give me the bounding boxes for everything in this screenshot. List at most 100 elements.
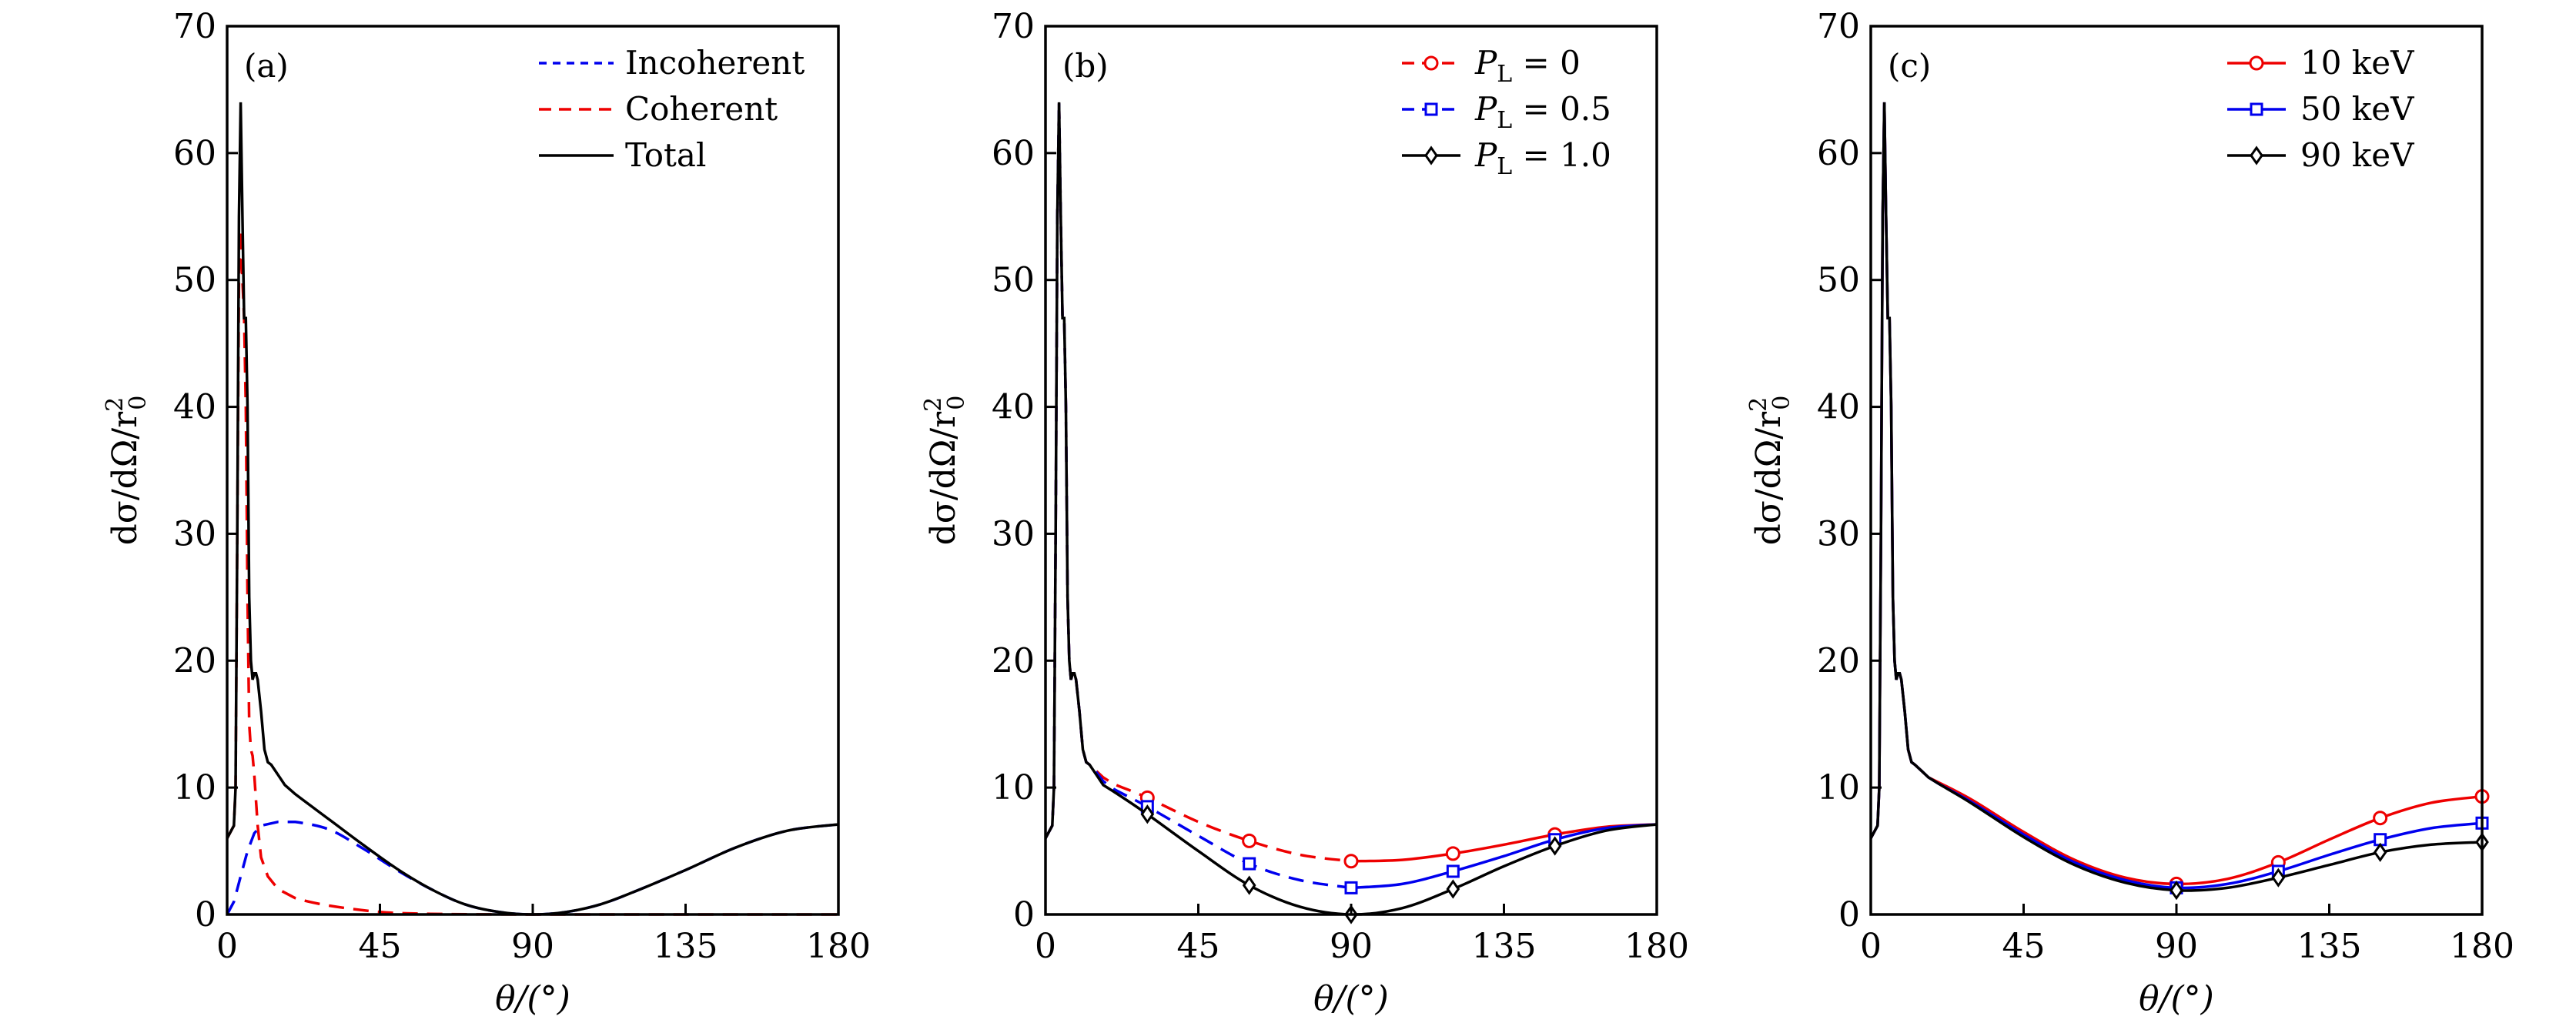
x-tick-label: 180 [2450,927,2514,966]
legend-item: Coherent [539,90,778,128]
y-tick-label: 40 [173,388,216,427]
y-tick-label: 50 [1817,261,1860,300]
legend-label: Incoherent [625,44,805,82]
chart-panel-b: 0 45 90 135 180 0 10 20 30 40 50 60 70 (b) θ/(°) dσ/dΩ/… [920,7,1689,1018]
data-point-marker [2373,842,2387,862]
x-axis-label: θ/(°) [1313,979,1389,1018]
legend-label: 10 keV [2300,44,2414,82]
y-tick-label: 30 [173,514,216,553]
x-tick-label: 45 [1177,927,1220,966]
y-tick-label: 20 [1817,641,1860,680]
series-line [226,102,839,916]
series-p-l-1-0 [1044,102,1658,924]
x-tick-label: 45 [359,927,402,966]
series-line-dashed [1044,102,1352,863]
series-10-kev [1869,102,2490,891]
legend-marker [1424,102,1438,116]
data-point-marker [1243,857,1256,871]
series-p-l-0-5 [1044,102,1658,894]
x-tick-label: 0 [1035,927,1056,966]
y-tick-label: 60 [992,134,1035,173]
data-point-marker [1547,836,1562,856]
chart-panel-c: 0 45 90 135 180 0 10 20 30 40 50 60 70 (c) θ/(°) dσ/dΩ/… [1745,7,2514,1018]
y-tick-label: 40 [992,388,1035,427]
legend-label: Coherent [625,90,778,128]
x-axis-label: θ/(°) [495,979,570,1018]
series-p-l-0 [1044,102,1658,869]
legend-label: PL = 0.5 [1474,90,1611,134]
legend-marker [1423,55,1439,71]
series-line-dashed [1044,102,1352,890]
data-point-marker [1140,804,1155,824]
axes-frame [226,25,840,916]
y-tick-label: 70 [1817,7,1860,46]
series-line-solid [1350,823,1658,890]
legend-label: 50 keV [2300,90,2414,128]
y-tick-label: 10 [173,768,216,807]
x-tick-label: 90 [1330,927,1373,966]
x-tick-label: 0 [1860,927,1882,966]
series-50-kev [1869,102,2489,894]
data-point-marker [2373,811,2388,826]
data-point-marker [1446,864,1460,878]
series-incoherent [226,820,839,916]
series-90-kev [1869,102,2489,901]
panel-label: (a) [244,47,289,85]
y-tick-label: 70 [173,7,216,46]
legend-item: Total [539,136,706,174]
y-tick-label: 50 [992,261,1035,300]
panel-label: (c) [1888,47,1931,85]
legend-label: PL = 1.0 [1474,136,1611,180]
x-tick-label: 45 [2002,927,2046,966]
data-point-marker [1242,833,1257,848]
y-tick-label: 0 [195,895,216,934]
data-point-marker [2170,881,2183,901]
y-tick-label: 40 [1817,388,1860,427]
y-tick-label: 10 [1817,768,1860,807]
panel-label: (b) [1062,47,1109,85]
legend-item: 50 keV [2227,90,2414,128]
data-point-marker [1344,881,1358,894]
series-line [1869,102,2483,890]
series-line [1869,102,2483,886]
legend-item: 90 keV [2227,136,2414,174]
y-tick-label: 20 [173,641,216,680]
x-tick-label: 180 [1624,927,1689,966]
y-tick-label: 50 [173,261,216,300]
x-tick-label: 0 [216,927,238,966]
y-tick-label: 30 [1817,514,1860,553]
legend-label: Total [625,136,706,174]
legend-marker [2249,55,2264,71]
legend-marker [2250,102,2263,116]
legend-marker [1424,145,1438,165]
y-axis-label: dσ/dΩ/r20 [920,396,970,546]
y-tick-label: 60 [173,134,216,173]
legend-item: PL = 1.0 [1402,136,1611,180]
legend-item: Incoherent [539,44,805,82]
series-line [226,820,839,916]
legend: PL = 0PL = 0.5PL = 1.0 [1402,44,1611,180]
data-point-marker [1445,846,1460,861]
data-point-marker [1343,854,1359,869]
y-tick-label: 60 [1817,134,1860,173]
legend: 10 keV 50 keV 90 keV [2227,44,2414,174]
y-tick-label: 10 [992,768,1035,807]
chart-panel-a: 0 45 90 135 180 0 10 20 30 40 50 60 70 (a) θ/(°) dσ/dΩ/… [102,7,871,1018]
series-total [226,102,839,916]
data-point-marker [2271,868,2286,888]
legend-item: PL = 0.5 [1402,90,1611,134]
y-axis-label: dσ/dΩ/r20 [102,396,152,546]
x-tick-label: 135 [1472,927,1537,966]
y-tick-label: 70 [992,7,1035,46]
legend-label: 90 keV [2300,136,2414,174]
x-tick-label: 90 [511,927,554,966]
series-line [1044,102,1658,916]
legend-label: PL = 0 [1474,44,1581,88]
x-tick-label: 180 [806,927,871,966]
x-tick-label: 135 [2297,927,2362,966]
data-point-marker [1446,879,1460,899]
legend: Incoherent Coherent Total [539,44,805,174]
x-tick-label: 90 [2155,927,2198,966]
y-tick-label: 30 [992,514,1035,553]
y-axis-label: dσ/dΩ/r20 [1745,396,1795,546]
